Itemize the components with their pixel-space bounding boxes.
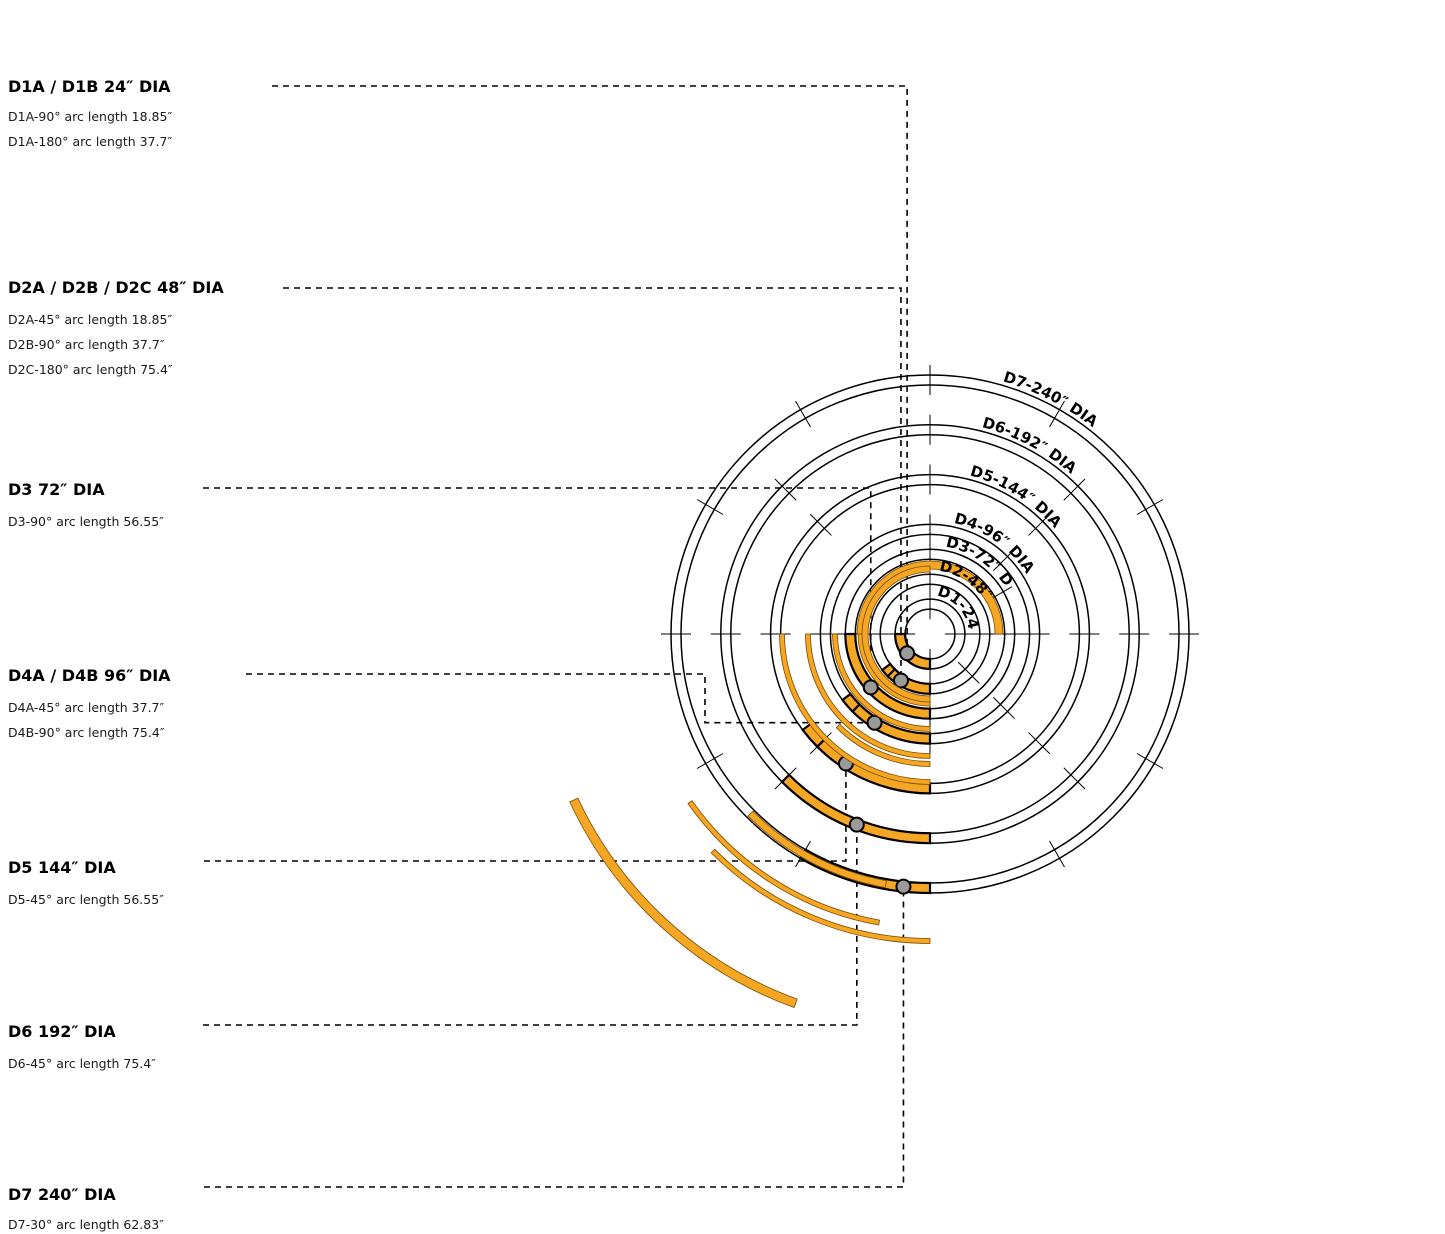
part-title-d1: D1A / D1B 24″ DIA [8,77,171,96]
part-title-d2: D2A / D2B / D2C 48″ DIA [8,278,224,297]
part-detail-d1a-90: D1A-90° arc length 18.85″ [8,109,172,124]
pin-d4 [866,714,883,731]
ring-tick [1049,400,1065,428]
parts-legend: D1A / D1B 24″ DIA D1A-90° arc length 18.… [8,77,224,1232]
ring-tick [696,499,724,515]
part-detail-d5: D5-45° arc length 56.55″ [8,892,164,907]
leader-line-d5 [204,763,847,862]
part-title-d3: D3 72″ DIA [8,480,105,499]
part-detail-d3: D3-90° arc length 56.55″ [8,514,164,529]
ring-tick [1049,840,1065,868]
part-title-d6: D6 192″ DIA [8,1022,116,1041]
leader-line-d3 [203,487,872,688]
leader-lines [203,85,908,1188]
ring-tick [774,478,797,501]
pin-d7 [895,878,912,895]
segment-d3 [844,632,932,720]
part-shape-d7-30 [747,810,887,889]
part-detail-d2c: D2C-180° arc length 75.4″ [8,362,173,377]
part-shape-d5-45 [687,800,881,926]
ring-tick [993,549,1015,571]
ring-d7-inner [680,384,1180,884]
part-shape-d2a-45 [835,723,931,767]
part-detail-d1a-180: D1A-180° arc length 37.7″ [8,134,172,149]
part-detail-d4a: D4A-45° arc length 37.7″ [8,700,165,715]
leader-line-d7 [204,886,905,1188]
ring-tick [795,400,811,428]
pin-d6 [848,816,865,833]
pin-d2 [892,672,909,689]
ring-tick [957,661,980,684]
ring-tick [1136,499,1164,515]
segment-joint [880,662,897,678]
part-shapes [569,560,1004,1009]
ring-tick [1028,513,1051,536]
ring-tick [1136,753,1164,769]
ring-tick [1063,478,1086,501]
part-detail-d6: D6-45° arc length 75.4″ [8,1056,156,1071]
ring-tick [1028,732,1051,755]
part-title-d7: D7 240″ DIA [8,1185,116,1204]
leader-line-d4 [246,673,875,724]
leader-line-d2 [283,287,902,681]
segment-d1 [893,632,932,671]
part-detail-d2a: D2A-45° arc length 18.85″ [8,312,172,327]
ring-tick [809,513,832,536]
ring-tick [1063,767,1086,790]
segment-joint [840,692,862,714]
part-title-d4: D4A / D4B 96″ DIA [8,666,171,685]
part-shape-d4a-45 [569,797,798,1009]
ring-tick [696,753,724,769]
part-detail-d4b: D4B-90° arc length 75.4″ [8,725,165,740]
part-detail-d7: D7-30° arc length 62.83″ [8,1217,164,1232]
leader-line-d6 [203,824,858,1026]
leader-line-d1 [272,85,908,654]
pin-d3 [862,679,879,696]
ring-tick [993,697,1015,719]
part-shape-d2b-90 [832,633,931,732]
ring-label-d7: D7-240″ DIA [1001,368,1101,431]
part-shape-d3-90 [779,633,931,785]
part-detail-d2b: D2B-90° arc length 37.7″ [8,337,165,352]
pin-d1 [899,645,916,662]
part-shape-d4b-90 [805,633,931,759]
part-shape-d2c-180 [861,565,931,703]
part-shape-d6-45 [710,848,931,944]
part-title-d5: D5 144″ DIA [8,858,116,877]
